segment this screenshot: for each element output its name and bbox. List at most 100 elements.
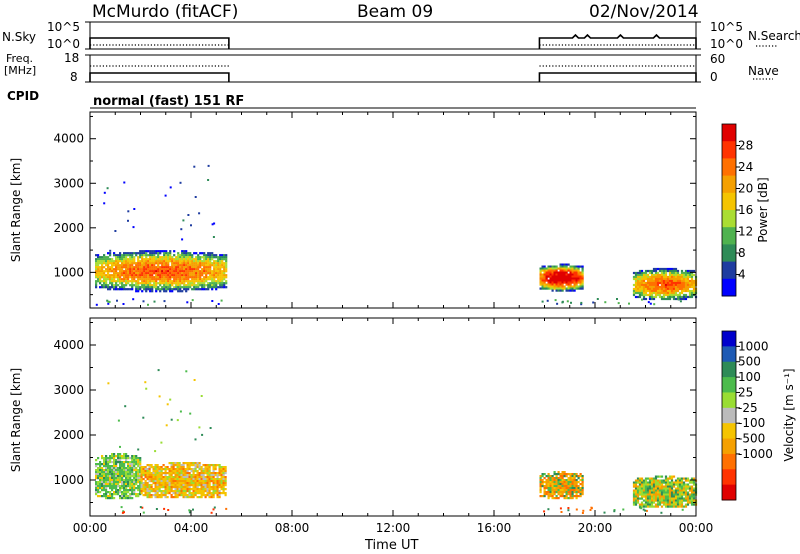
echo-cell [172,480,175,483]
echo-cell [579,275,582,278]
echo-cell [191,266,194,269]
echo-cell [646,491,650,494]
echo-cell [680,275,684,279]
echo-cell [169,284,172,287]
colorbar-tick-label: -100 [738,416,765,430]
echo-cell [684,491,688,494]
echo-cell [570,301,572,304]
echo-cell [140,466,143,469]
echo-cell [209,284,212,287]
echo-cell [192,468,195,471]
echo-cell [225,282,228,285]
echo-cell [565,271,568,274]
echo-cell [567,285,570,288]
echo-cell [161,268,164,271]
echo-cell [117,266,120,269]
echo-cell [191,282,194,285]
echo-cell [640,485,644,488]
echo-cell [553,277,556,280]
echo-cell [140,478,143,481]
echo-cell [181,282,184,285]
echo-cell [188,496,191,499]
echo-cell [173,264,176,267]
x-axis-title: Time UT [365,538,419,553]
echo-cell [551,481,554,484]
echo-cell [97,469,100,472]
echo-cell [211,278,214,281]
echo-cell [107,260,110,263]
echo-cell [638,287,642,291]
echo-cell [632,481,636,484]
echo-cell [202,468,205,471]
echo-cell [121,262,124,265]
colorbar-tick-label: 24 [738,160,753,174]
echo-cell [646,501,650,504]
echo-cell [205,256,208,259]
echo-cell [103,280,106,283]
echo-cell [193,270,196,273]
echo-cell [151,258,154,261]
echo-cell [105,495,108,498]
echo-cell [152,482,155,485]
echo-cell [573,475,576,478]
echo-cell [565,475,568,478]
echo-cell [137,493,140,496]
echo-cell [190,484,193,487]
echo-cell [157,262,160,265]
echo-cell [204,488,207,491]
echo-cell [148,484,151,487]
echo-cell [648,271,652,275]
echo-cell [668,483,672,486]
echo-cell [175,258,178,261]
echo-cell [684,285,688,289]
echo-cell [133,284,136,287]
echo-cell [660,497,664,500]
echo-cell [680,269,684,273]
echo-cell [680,491,684,494]
echo-cell [684,281,688,285]
echo-cell [133,461,136,464]
echo-cell [213,282,216,285]
echo-cell [566,300,569,303]
echo-cell [636,487,640,490]
echo-cell [133,489,136,492]
echo-cell [200,488,203,491]
echo-cell [638,481,642,484]
echo-cell [143,264,146,267]
echo-cell [137,459,140,462]
echo-cell [644,501,648,504]
echo-cell [163,272,166,275]
echo-cell [690,493,694,496]
echo-cell [668,289,672,293]
echo-cell [632,293,636,297]
echo-cell [632,491,636,494]
echo-cell [559,507,562,510]
echo-cell [196,496,199,499]
echo-cell [174,468,177,471]
echo-cell [121,471,124,474]
echo-cell [148,470,151,473]
echo-cell [541,473,544,476]
echo-cell [145,278,148,281]
echo-cell [135,254,138,257]
echo-cell [131,483,134,486]
echo-cell [129,258,132,261]
echo-cell [113,479,116,482]
echo-cell [161,256,164,259]
echo-cell [111,465,114,468]
echo-cell [664,289,668,293]
echo-cell [569,483,572,486]
echo-cell [168,492,171,495]
echo-cell [159,282,162,285]
echo-cell [109,260,112,263]
echo-cell [190,470,193,473]
echo-cell [97,276,100,279]
echo-cell [139,276,142,279]
echo-cell [654,489,658,492]
echo-cell [205,268,208,271]
echo-cell [225,262,228,265]
echo-cell [119,280,122,283]
echo-cell [165,264,168,267]
echo-cell [193,264,196,267]
echo-cell [676,499,680,502]
